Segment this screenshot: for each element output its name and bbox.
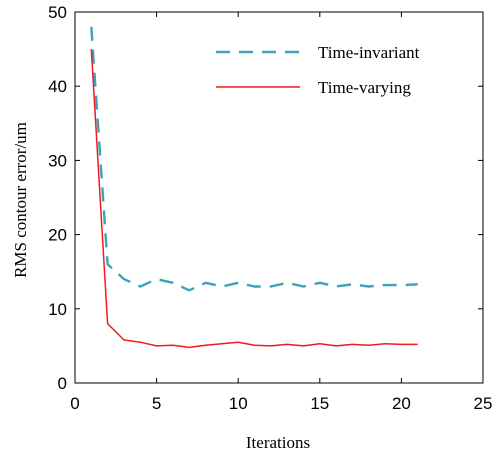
- y-tick-label: 30: [48, 151, 67, 170]
- y-tick-label: 40: [48, 77, 67, 96]
- x-axis-title: Iterations: [246, 433, 310, 452]
- tick-labels: 0 5 10 15 20 25 0 10 20 30 40 50: [48, 3, 492, 413]
- x-tick-label: 25: [474, 394, 493, 413]
- series-line-time-varying: [90, 49, 418, 349]
- legend: Time-invariant Time-varying: [216, 43, 420, 97]
- y-tick-label: 10: [48, 300, 67, 319]
- y-tick-label: 20: [48, 226, 67, 245]
- x-tick-label: 5: [152, 394, 161, 413]
- x-tick-label: 0: [70, 394, 79, 413]
- y-tick-label: 50: [48, 3, 67, 22]
- plot-area-border: [74, 11, 484, 384]
- tick-marks: [74, 11, 484, 384]
- series-line-time-invariant: [90, 26, 418, 292]
- legend-label-time-varying: Time-varying: [318, 78, 411, 97]
- series-layer: [90, 26, 418, 349]
- legend-label-time-invariant: Time-invariant: [318, 43, 420, 62]
- x-tick-label: 15: [310, 394, 329, 413]
- x-tick-label: 20: [392, 394, 411, 413]
- y-axis-title: RMS contour error/um: [11, 122, 30, 278]
- plot-frame: [74, 11, 484, 384]
- y-tick-label: 0: [58, 374, 67, 393]
- x-tick-label: 10: [229, 394, 248, 413]
